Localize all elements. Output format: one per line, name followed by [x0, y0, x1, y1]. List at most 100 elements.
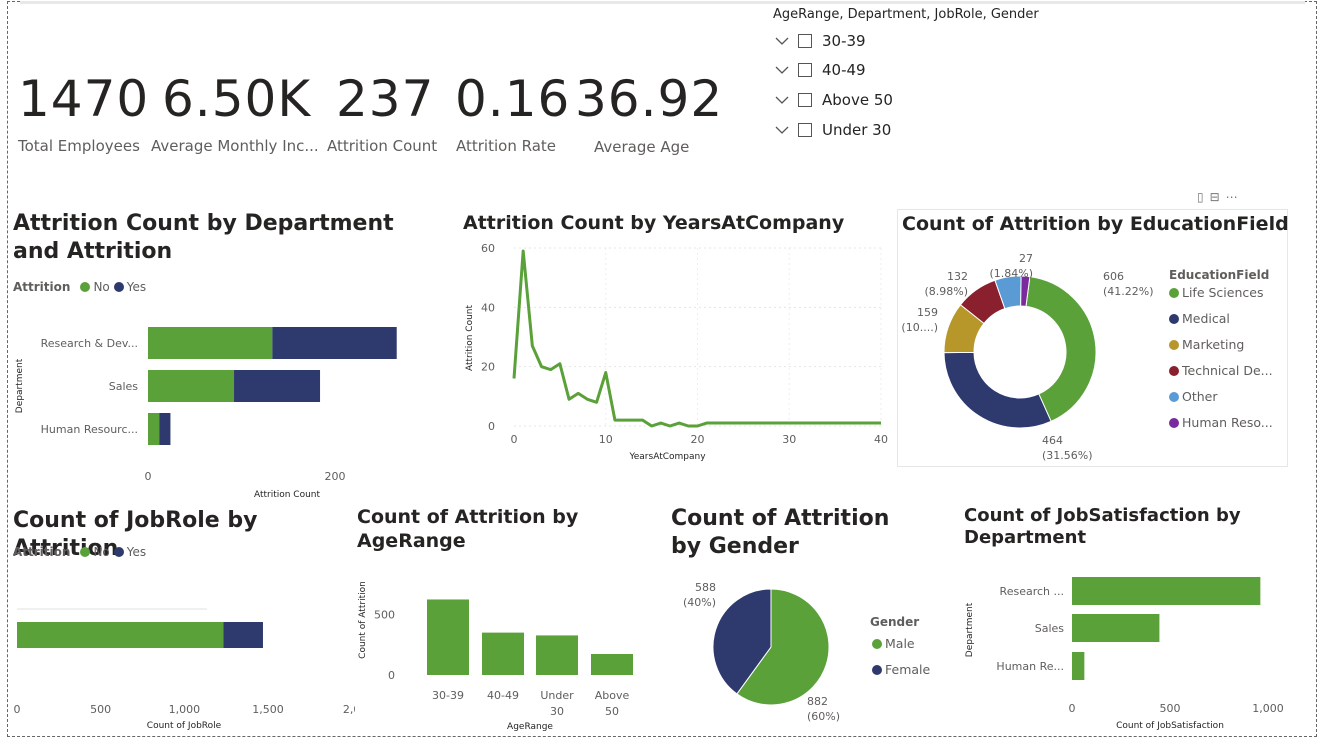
chevron-down-icon[interactable] [775, 123, 789, 137]
chevron-down-icon[interactable] [775, 34, 789, 48]
legend-label: Life Sciences [1182, 285, 1263, 300]
legend-dot [872, 639, 882, 649]
chart-title-gender: Count of Attrition by Gender [671, 506, 890, 559]
chevron-down-icon[interactable] [775, 63, 789, 77]
checkbox[interactable] [798, 93, 812, 107]
kpi-value: 6.50K [162, 70, 312, 128]
slicer-item-30-39[interactable]: 30-39 [775, 31, 866, 51]
kpi-value: 0.16 [455, 70, 571, 128]
x-axis-label: Attrition Count [254, 490, 321, 500]
x-axis-label: AgeRange [507, 722, 553, 732]
bar-yes [234, 370, 321, 402]
slicer-item-label: 40-49 [822, 61, 866, 79]
kpi-value: 36.92 [575, 70, 724, 128]
slicer-item-label: 30-39 [822, 32, 866, 50]
data-label: 464 [1042, 434, 1063, 447]
slicer-item-label: Under 30 [822, 121, 892, 139]
chart-title-jobsat: Count of JobSatisfaction by Department [964, 505, 1241, 548]
donut-slice [943, 351, 1052, 429]
legend-dot [1169, 366, 1179, 376]
bar-yes [223, 622, 263, 648]
y-axis-label: Attrition Count [465, 304, 475, 371]
pie-slice [736, 588, 830, 706]
y-tick-label: 0 [488, 420, 495, 433]
bar-yes [159, 413, 171, 445]
x-tick-label: 1,500 [252, 703, 284, 716]
x-tick-label: 1,000 [169, 703, 201, 716]
kpi-value: 237 [336, 70, 435, 128]
y-axis-label: Department [15, 358, 25, 413]
legend-label: Human Reso... [1182, 415, 1273, 430]
legend-dot [1169, 288, 1179, 298]
x-tick-label: 200 [325, 470, 346, 483]
pie-slice [712, 588, 772, 695]
checkbox[interactable] [798, 123, 812, 137]
legend-label: Medical [1182, 311, 1230, 326]
bar [591, 653, 633, 675]
kpi-label: Attrition Count [327, 137, 438, 155]
kpi-label: Average Monthly Inc... [151, 137, 319, 155]
chart-gender-attrition[interactable]: 882 (60%) 588 (40%) Gender Male Female [665, 570, 955, 735]
x-tick-label: 2,0 [343, 703, 355, 716]
legend-title: Gender [870, 615, 919, 629]
x-axis-label: Count of JobRole [147, 721, 222, 731]
y-tick-label: Research & Dev... [41, 337, 138, 350]
data-label: (41.22%) [1103, 285, 1154, 298]
data-label: (8.98%) [924, 285, 968, 298]
legend-dot [1169, 392, 1179, 402]
slicer-item-under-30[interactable]: Under 30 [775, 120, 891, 140]
legend-label: Other [1182, 389, 1218, 404]
checkbox[interactable] [798, 34, 812, 48]
chevron-down-icon[interactable] [775, 93, 789, 107]
x-axis-label: Count of JobSatisfaction [1116, 721, 1224, 731]
data-label: 882 [807, 695, 828, 708]
x-tick-label: Above [595, 689, 630, 702]
slicer-item-above-50[interactable]: Above 50 [775, 90, 893, 110]
more-options-icon[interactable]: ⋯ [1225, 190, 1244, 204]
legend-label: Female [885, 662, 931, 677]
chart-title-dept: Attrition Count by Department and Attrit… [13, 211, 394, 264]
data-label: 159 [917, 306, 938, 319]
legend-label: Male [885, 636, 915, 651]
checkbox[interactable] [798, 63, 812, 77]
chart-education-attrition[interactable]: 606 (41.22%) 464 (31.56%) 159 (10....) 132 (8.9… [898, 240, 1287, 466]
chart-dept-attrition[interactable]: Research & Dev... Sales Human Resourc... 0 2… [0, 300, 440, 505]
y-tick-label: Research ... [1000, 585, 1064, 598]
data-label: 132 [947, 270, 968, 283]
y-tick-label: Sales [1035, 622, 1065, 635]
x-tick-label: Under [540, 689, 574, 702]
bar-no [17, 622, 224, 648]
bar [427, 599, 469, 675]
kpi-value: 1470 [18, 70, 150, 128]
series-line [512, 249, 881, 428]
chart-age-attrition[interactable]: 0 500 30-39 40-49 Under 30 Above 50 AgeRange Coun… [350, 570, 650, 735]
legend-label-yes: Yes [126, 280, 147, 294]
legend-dot [872, 665, 882, 675]
chart-jobrole-attrition[interactable]: 0 500 1,000 1,500 2,0 Count of JobRole [0, 600, 355, 735]
legend-dot-no [80, 547, 91, 557]
data-label: (10....) [901, 321, 938, 334]
top-border [20, 1, 1305, 4]
data-label: 588 [695, 581, 716, 594]
bar [482, 632, 524, 675]
kpi-label: Average Age [594, 138, 690, 156]
data-label: (60%) [807, 710, 840, 723]
slicer-item-40-49[interactable]: 40-49 [775, 60, 866, 80]
chart-title-age: Count of Attrition by AgeRange [357, 506, 579, 552]
data-label: (40%) [683, 596, 716, 609]
legend-label-yes: Yes [126, 545, 147, 559]
chart-box-education [897, 209, 1288, 467]
x-tick-label: 0 [1069, 702, 1076, 715]
chart-jobsat-dept[interactable]: Research ... Sales Human Re... 0 500 1,000 Cou… [955, 565, 1295, 735]
legend-jobrole: Attrition No Yes [13, 545, 146, 559]
focus-mode-icon[interactable]: ⊟ [1209, 190, 1226, 204]
x-tick-label: 40 [874, 433, 888, 446]
chart-years-attrition[interactable]: 0 20 40 60 0 10 20 30 40 YearsAtCompany Attrition … [455, 238, 895, 466]
pin-icon[interactable]: ▯ [1197, 190, 1210, 204]
bar-no [148, 327, 273, 359]
x-tick-label: 30 [550, 705, 564, 718]
kpi-label: Attrition Rate [456, 137, 556, 155]
x-tick-label: 0 [14, 703, 21, 716]
scroll-track [17, 608, 207, 610]
legend-label-no: No [93, 545, 110, 559]
